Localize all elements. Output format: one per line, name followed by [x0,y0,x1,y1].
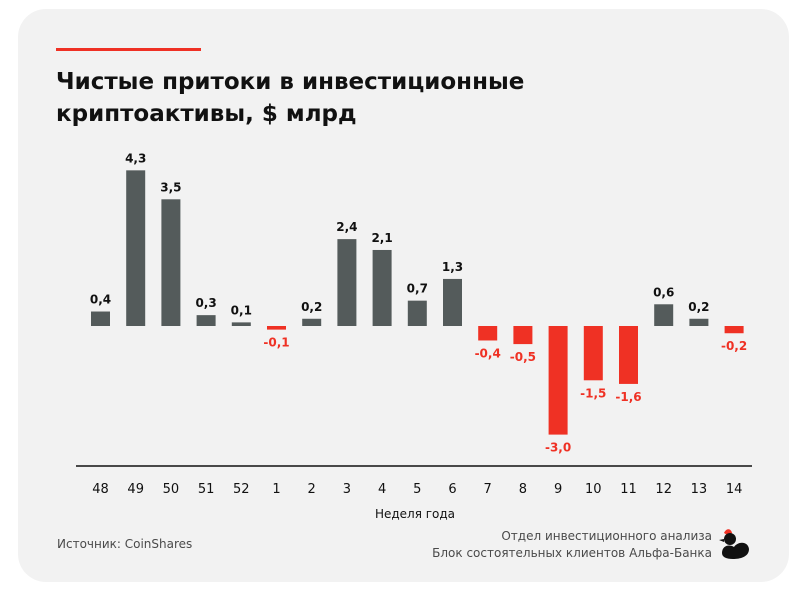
data-label-6: 1,3 [442,260,463,274]
data-label-49: 4,3 [125,151,146,165]
x-tick-label-48: 48 [92,482,109,497]
data-label-12: 0,6 [653,285,674,299]
data-label-14: -0,2 [721,339,747,353]
data-label-52: 0,1 [231,303,252,317]
x-tick-label-13: 13 [691,482,708,497]
data-label-3: 2,4 [336,220,357,234]
bar-1 [267,326,286,330]
data-label-2: 0,2 [301,300,322,314]
data-label-51: 0,3 [195,296,216,310]
x-tick-label-49: 49 [127,482,144,497]
x-tick-label-52: 52 [233,482,250,497]
data-label-9: -3,0 [545,441,571,455]
chart-title-line-2: криптоактивы, $ млрд [56,101,357,127]
bar-10 [583,326,603,381]
bar-3 [337,239,357,326]
data-label-1: -0,1 [263,336,289,350]
bar-51 [196,315,216,326]
x-tick-label-1: 1 [272,482,280,497]
data-label-48: 0,4 [90,293,111,307]
bar-11 [619,326,638,384]
credit-line-1: Отдел инвестиционного анализа [501,529,712,543]
x-tick-label-10: 10 [585,482,602,497]
bar-7 [478,326,498,341]
data-label-10: -1,5 [580,386,606,400]
accent-line [56,48,201,51]
data-label-50: 3,5 [160,180,181,194]
chart-title: Чистые притоки в инвестиционные криптоак… [56,66,656,130]
bar-48 [91,311,110,326]
x-tick-label-5: 5 [413,482,421,497]
data-label-8: -0,5 [510,350,536,364]
bar-49 [126,170,146,326]
chart-title-line-1: Чистые притоки в инвестиционные [56,69,525,95]
bar-13 [689,318,709,326]
x-tick-label-4: 4 [378,482,386,497]
credit-note: Отдел инвестиционного анализа Блок состо… [432,528,712,562]
x-tick-label-14: 14 [726,482,743,497]
bar-52 [231,322,251,326]
chart-card [18,9,789,582]
x-tick-label-7: 7 [484,482,492,497]
bar-9 [548,326,568,435]
bar-12 [654,304,674,326]
data-label-5: 0,7 [407,282,428,296]
duck-icon [719,529,749,559]
x-tick-label-2: 2 [308,482,316,497]
x-tick-label-8: 8 [519,482,527,497]
bar-6 [443,278,462,326]
bar-5 [407,300,427,326]
bar-50 [161,199,181,326]
x-tick-label-3: 3 [343,482,351,497]
bar-14 [724,326,744,334]
x-tick-label-6: 6 [448,482,456,497]
bar-2 [302,318,322,326]
bar-4 [372,249,392,326]
credit-line-2: Блок состоятельных клиентов Альфа-Банка [432,546,712,560]
x-tick-label-12: 12 [655,482,672,497]
data-label-11: -1,6 [615,390,641,404]
x-tick-label-50: 50 [163,482,180,497]
x-tick-label-9: 9 [554,482,562,497]
x-tick-label-51: 51 [198,482,215,497]
data-label-7: -0,4 [475,346,501,360]
x-tick-label-11: 11 [620,482,637,497]
x-axis-label: Неделя года [375,507,455,521]
source-note: Источник: CoinShares [57,537,193,551]
data-label-13: 0,2 [688,300,709,314]
data-label-4: 2,1 [371,231,392,245]
bar-8 [513,326,533,345]
